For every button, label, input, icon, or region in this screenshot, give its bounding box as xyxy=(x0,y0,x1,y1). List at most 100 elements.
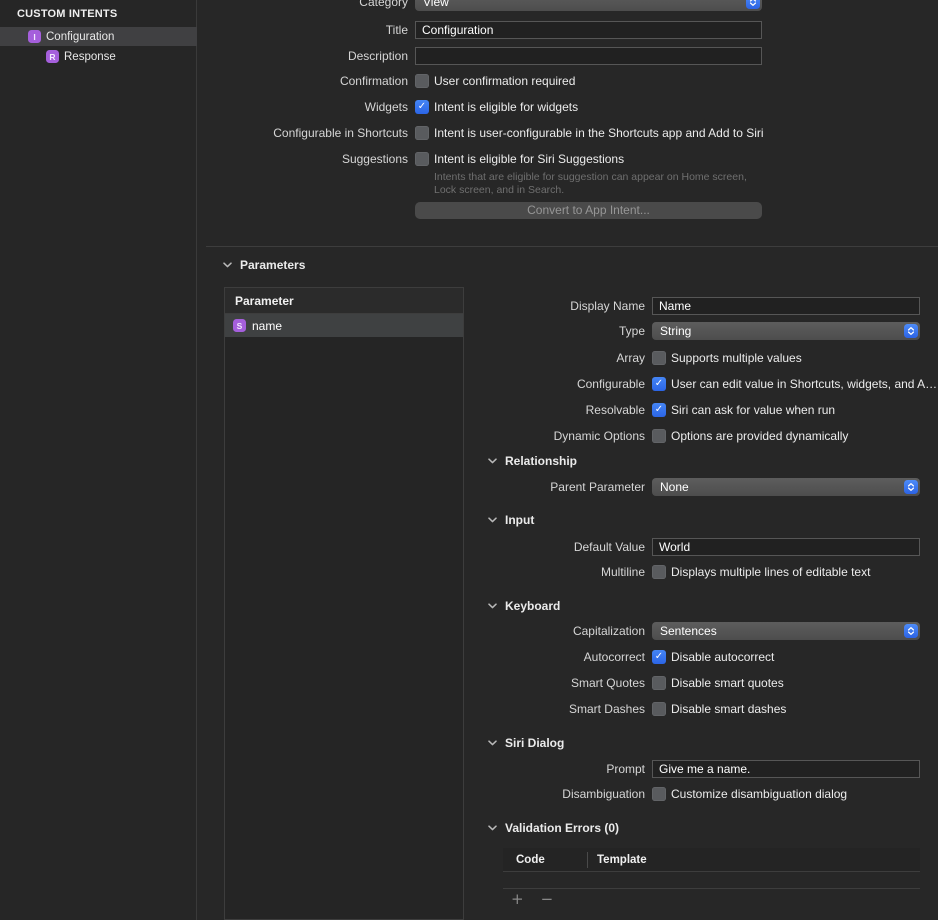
chevron-down-icon[interactable] xyxy=(488,740,497,746)
sidebar-item-label: Configuration xyxy=(46,30,115,43)
input-section-header[interactable]: Input xyxy=(488,513,534,527)
keyboard-section-title: Keyboard xyxy=(505,599,561,613)
relationship-section-header[interactable]: Relationship xyxy=(488,454,577,468)
parameter-detail-pane: Display Name Name Type String Array Supp… xyxy=(488,288,937,920)
confirmation-label: Confirmation xyxy=(339,74,408,88)
title-label: Title xyxy=(385,23,408,37)
smart-dashes-checkbox[interactable] xyxy=(652,702,666,716)
autocorrect-checkbox[interactable] xyxy=(652,650,666,664)
array-text: Supports multiple values xyxy=(671,351,802,365)
parameter-name: name xyxy=(252,318,283,333)
template-column-header[interactable]: Template xyxy=(597,853,647,866)
capitalization-popup[interactable]: Sentences xyxy=(652,622,920,640)
column-divider[interactable] xyxy=(587,851,588,868)
confirmation-text: User confirmation required xyxy=(434,74,576,88)
sidebar-item-configuration[interactable]: I Configuration xyxy=(0,27,197,46)
smart-dashes-text: Disable smart dashes xyxy=(671,702,787,716)
autocorrect-row: Autocorrect Disable autocorrect xyxy=(488,650,920,664)
string-type-icon: S xyxy=(233,319,246,332)
type-popup-value: String xyxy=(660,324,692,338)
default-value-row: Default Value World xyxy=(488,538,920,556)
remove-validation-error-button[interactable]: − xyxy=(540,890,554,908)
sidebar-header: CUSTOM INTENTS xyxy=(17,8,118,20)
parameters-section-title: Parameters xyxy=(240,258,306,272)
description-row: Description xyxy=(198,47,938,65)
intent-icon: I xyxy=(28,30,41,43)
prompt-field[interactable]: Give me a name. xyxy=(652,760,920,778)
chevron-down-icon[interactable] xyxy=(223,262,232,268)
prompt-row: Prompt Give me a name. xyxy=(488,760,920,778)
parameter-row-name[interactable]: S name xyxy=(225,314,463,337)
confirmation-checkbox[interactable] xyxy=(415,74,429,88)
convert-to-app-intent-button[interactable]: Convert to App Intent... xyxy=(415,202,762,219)
capitalization-row: Capitalization Sentences xyxy=(488,622,920,640)
parent-parameter-popup[interactable]: None xyxy=(652,478,920,496)
widgets-checkbox[interactable] xyxy=(415,100,429,114)
type-row: Type String xyxy=(488,322,920,340)
resolvable-checkbox[interactable] xyxy=(652,403,666,417)
autocorrect-label: Autocorrect xyxy=(583,650,645,664)
category-row: Category View xyxy=(198,0,938,11)
multiline-text: Displays multiple lines of editable text xyxy=(671,565,871,579)
description-field[interactable] xyxy=(415,47,762,65)
intent-detail-pane: Category View Title Configuration Descri… xyxy=(198,0,938,920)
custom-intents-sidebar: CUSTOM INTENTS I Configuration R Respons… xyxy=(0,0,197,920)
title-field[interactable]: Configuration xyxy=(415,21,762,39)
response-icon: R xyxy=(46,50,59,63)
smart-quotes-checkbox[interactable] xyxy=(652,676,666,690)
chevron-down-icon[interactable] xyxy=(488,825,497,831)
configurable-checkbox[interactable] xyxy=(652,377,666,391)
display-name-label: Display Name xyxy=(570,299,645,313)
chevron-down-icon[interactable] xyxy=(488,517,497,523)
dynamic-options-label: Dynamic Options xyxy=(553,429,645,443)
disambiguation-text: Customize disambiguation dialog xyxy=(671,787,848,801)
sidebar-item-response[interactable]: R Response xyxy=(0,47,197,66)
keyboard-section-header[interactable]: Keyboard xyxy=(488,599,560,613)
disambiguation-row: Disambiguation Customize disambiguation … xyxy=(488,787,920,801)
configurable-shortcuts-checkbox[interactable] xyxy=(415,126,429,140)
resolvable-text: Siri can ask for value when run xyxy=(671,403,836,417)
display-name-field[interactable]: Name xyxy=(652,297,920,315)
validation-table-header-row: Code Template xyxy=(503,848,920,872)
configurable-label: Configurable xyxy=(576,377,645,391)
configurable-text: User can edit value in Shortcuts, widget… xyxy=(671,377,938,391)
display-name-row: Display Name Name xyxy=(488,297,920,315)
configurable-shortcuts-label: Configurable in Shortcuts xyxy=(273,126,408,140)
default-value-field[interactable]: World xyxy=(652,538,920,556)
parameter-table-header[interactable]: Parameter xyxy=(225,288,463,314)
parent-parameter-popup-value: None xyxy=(660,480,689,494)
resolvable-row: Resolvable Siri can ask for value when r… xyxy=(488,403,920,417)
chevron-down-icon[interactable] xyxy=(488,603,497,609)
input-section-title: Input xyxy=(505,513,535,527)
array-checkbox[interactable] xyxy=(652,351,666,365)
code-column-header[interactable]: Code xyxy=(516,853,545,866)
multiline-row: Multiline Displays multiple lines of edi… xyxy=(488,565,920,579)
category-popup[interactable]: View xyxy=(415,0,762,11)
smart-dashes-label: Smart Dashes xyxy=(568,702,645,716)
suggestions-help-text: Intents that are eligible for suggestion… xyxy=(434,171,747,196)
validation-errors-section-header[interactable]: Validation Errors (0) xyxy=(488,821,619,835)
validation-errors-table: Code Template + − xyxy=(503,848,920,907)
type-popup[interactable]: String xyxy=(652,322,920,340)
popup-stepper-icon xyxy=(904,624,918,638)
dynamic-options-text: Options are provided dynamically xyxy=(671,429,849,443)
dynamic-options-checkbox[interactable] xyxy=(652,429,666,443)
configurable-row: Configurable User can edit value in Shor… xyxy=(488,377,937,391)
disambiguation-checkbox[interactable] xyxy=(652,787,666,801)
widgets-label: Widgets xyxy=(364,100,408,114)
relationship-section-title: Relationship xyxy=(505,454,578,468)
smart-quotes-row: Smart Quotes Disable smart quotes xyxy=(488,676,920,690)
chevron-down-icon[interactable] xyxy=(488,458,497,464)
siri-dialog-section-header[interactable]: Siri Dialog xyxy=(488,736,564,750)
add-validation-error-button[interactable]: + xyxy=(511,890,524,908)
popup-stepper-icon xyxy=(904,480,918,494)
parent-parameter-label: Parent Parameter xyxy=(550,480,645,494)
default-value-label: Default Value xyxy=(573,540,645,554)
multiline-checkbox[interactable] xyxy=(652,565,666,579)
smart-dashes-row: Smart Dashes Disable smart dashes xyxy=(488,702,920,716)
suggestions-checkbox[interactable] xyxy=(415,152,429,166)
parameters-section-header[interactable]: Parameters xyxy=(223,258,305,272)
validation-table-empty-row xyxy=(503,872,920,889)
widgets-text: Intent is eligible for widgets xyxy=(434,100,579,114)
suggestions-text: Intent is eligible for Siri Suggestions xyxy=(434,152,625,166)
